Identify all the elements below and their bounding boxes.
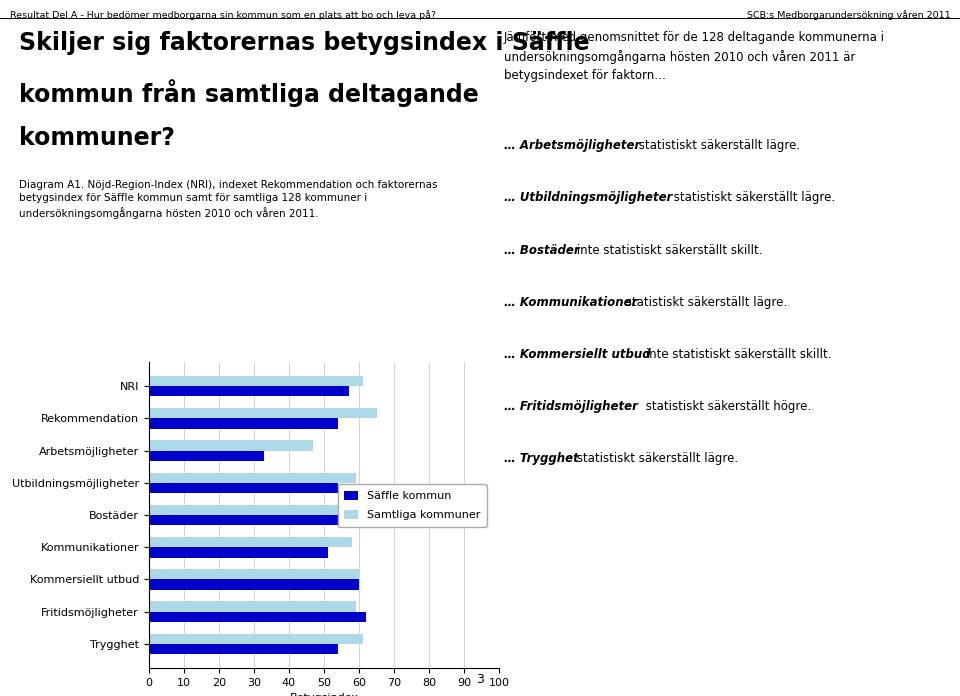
Bar [149, 505, 355, 515]
Bar [149, 450, 264, 461]
Text: inte statistiskt säkerställt skillt.: inte statistiskt säkerställt skillt. [573, 244, 762, 257]
Bar [149, 418, 338, 429]
Text: … Bostäder: … Bostäder [504, 244, 580, 257]
Bar [149, 483, 338, 493]
Text: … Kommersiellt utbud: … Kommersiellt utbud [504, 348, 651, 361]
Text: … Kommunikationer: … Kommunikationer [504, 296, 637, 309]
Bar [149, 515, 363, 525]
Text: … Arbetsmöjligheter: … Arbetsmöjligheter [504, 139, 640, 152]
Text: … Utbildningsmöjligheter: … Utbildningsmöjligheter [504, 191, 672, 205]
Text: Resultat Del A - Hur bedömer medborgarna sin kommun som en plats att bo och leva: Resultat Del A - Hur bedömer medborgarna… [10, 10, 436, 20]
Bar [149, 376, 363, 386]
Text: … Trygghet: … Trygghet [504, 452, 579, 466]
Text: 3: 3 [476, 672, 484, 686]
Text: Jämfört med genomsnittet för de 128 deltagande kommunerna i
undersökningsomgånga: Jämfört med genomsnittet för de 128 delt… [504, 31, 885, 81]
Bar [149, 612, 366, 622]
Bar [149, 547, 327, 557]
Bar [149, 386, 348, 397]
Bar [149, 441, 314, 450]
Legend: Säffle kommun, Samtliga kommuner: Säffle kommun, Samtliga kommuner [338, 484, 487, 527]
Text: inte statistiskt säkerställt skillt.: inte statistiskt säkerställt skillt. [642, 348, 831, 361]
Bar [149, 537, 352, 547]
Text: statistiskt säkerställt lägre.: statistiskt säkerställt lägre. [621, 296, 786, 309]
Text: kommuner?: kommuner? [19, 126, 175, 150]
Text: Skiljer sig faktorernas betygsindex i Säffle: Skiljer sig faktorernas betygsindex i Sä… [19, 31, 589, 55]
Bar [149, 601, 355, 612]
Text: … Fritidsmöjligheter: … Fritidsmöjligheter [504, 400, 637, 413]
Bar [149, 473, 355, 483]
X-axis label: Betygsindex: Betygsindex [290, 693, 358, 696]
Bar [149, 408, 376, 418]
Bar [149, 644, 338, 654]
Text: statistiskt säkerställt högre.: statistiskt säkerställt högre. [642, 400, 811, 413]
Text: Diagram A1. Nöjd-Region-Index (NRI), indexet Rekommendation och faktorernas
bety: Diagram A1. Nöjd-Region-Index (NRI), ind… [19, 180, 438, 219]
Text: statistiskt säkerställt lägre.: statistiskt säkerställt lägre. [670, 191, 835, 205]
Bar [149, 569, 359, 580]
Text: SCB:s Medborgarundersökning våren 2011: SCB:s Medborgarundersökning våren 2011 [747, 10, 950, 20]
Bar [149, 633, 363, 644]
Text: statistiskt säkerställt lägre.: statistiskt säkerställt lägre. [636, 139, 801, 152]
Text: kommun från samtliga deltagande: kommun från samtliga deltagande [19, 79, 479, 106]
Bar [149, 580, 359, 590]
Text: statistiskt säkerställt lägre.: statistiskt säkerställt lägre. [573, 452, 738, 466]
